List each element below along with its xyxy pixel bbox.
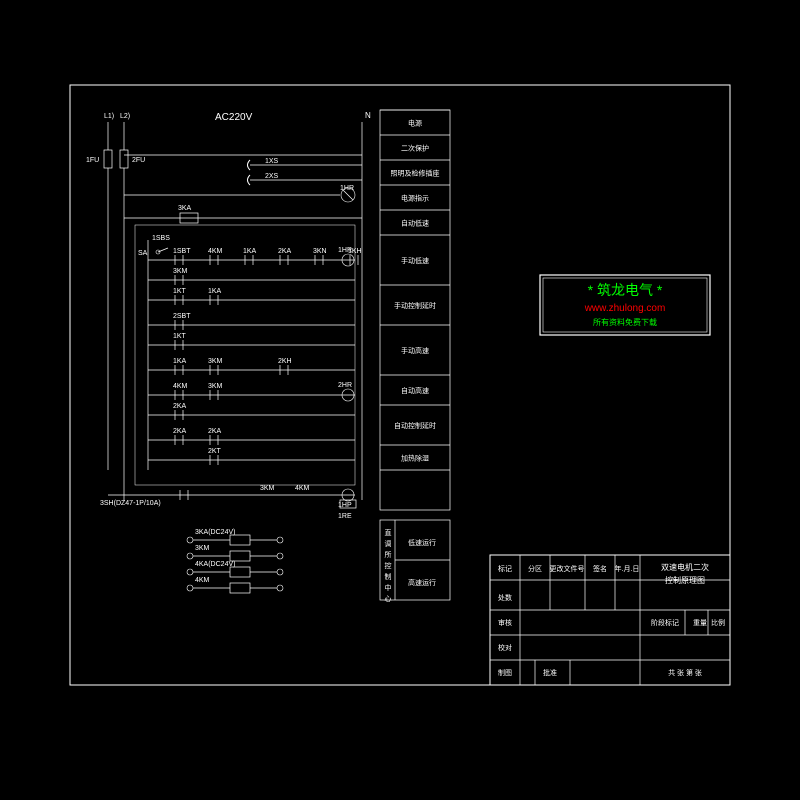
svg-text:更改文件号: 更改文件号 [550,564,585,573]
svg-text:L1): L1) [104,113,114,120]
svg-text:2KA: 2KA [173,428,187,435]
svg-text:4KM: 4KM [173,383,188,390]
svg-text:中: 中 [385,583,392,592]
svg-text:所有资料免费下载: 所有资料免费下载 [593,317,657,327]
svg-text:低速运行: 低速运行 [408,538,436,547]
svg-text:分区: 分区 [528,564,542,573]
svg-text:二次保护: 二次保护 [401,144,429,153]
svg-text:制: 制 [385,572,392,581]
svg-text:3KM: 3KM [208,383,223,390]
svg-text:共 张 第 张: 共 张 第 张 [668,668,702,677]
svg-text:3KM: 3KM [195,545,210,552]
svg-text:1HR: 1HR [340,185,354,192]
svg-text:重量: 重量 [693,619,707,627]
svg-text:L2): L2) [120,113,130,120]
svg-text:直: 直 [385,528,392,537]
svg-text:3KA: 3KA [178,205,192,212]
svg-text:4KM: 4KM [208,248,223,255]
svg-text:4KM: 4KM [195,577,210,584]
svg-text:处数: 处数 [498,593,512,602]
svg-text:N: N [365,111,371,120]
svg-text:控: 控 [385,561,392,570]
svg-text:校对: 校对 [498,643,512,652]
svg-text:控制原理图: 控制原理图 [665,575,705,585]
svg-text:1KA: 1KA [208,288,222,295]
svg-text:2XS: 2XS [265,173,279,180]
svg-text:手动高速: 手动高速 [401,346,429,355]
svg-text:自动控制延时: 自动控制延时 [394,421,436,430]
svg-text:3KM: 3KM [173,268,188,275]
svg-text:2KA: 2KA [278,248,292,255]
svg-text:电源指示: 电源指示 [401,194,429,203]
svg-text:1KT: 1KT [173,288,187,295]
svg-text:1XS: 1XS [265,158,279,165]
svg-text:3KM: 3KM [208,358,223,365]
svg-text:3SH(DZ47-1P/10A): 3SH(DZ47-1P/10A) [100,500,161,507]
svg-text:心: 心 [385,595,392,603]
svg-text:2KH: 2KH [278,358,292,365]
svg-text:标记: 标记 [498,564,512,573]
svg-text:年.月.日: 年.月.日 [615,564,640,573]
svg-text:手动控制延时: 手动控制延时 [394,301,436,310]
svg-text:调: 调 [385,539,392,548]
svg-text:高速运行: 高速运行 [408,578,436,587]
svg-text:1FU: 1FU [86,157,99,164]
svg-text:4KA(DC24V): 4KA(DC24V) [195,561,235,568]
svg-text:2FU: 2FU [132,157,145,164]
svg-text:1SBS: 1SBS [152,235,170,242]
svg-text:手动低速: 手动低速 [401,256,429,265]
svg-text:阶段标记: 阶段标记 [651,618,679,627]
svg-text:1KT: 1KT [173,333,187,340]
svg-text:所: 所 [385,550,392,559]
svg-text:* 筑龙电气 *: * 筑龙电气 * [588,282,663,298]
svg-text:审核: 审核 [498,618,512,627]
svg-text:SA: SA [138,250,148,257]
svg-text:照明及检修插座: 照明及检修插座 [391,169,440,178]
svg-text:自动高速: 自动高速 [401,386,429,395]
svg-text:签名: 签名 [593,564,607,573]
svg-text:4KM: 4KM [295,485,310,492]
svg-text:制图: 制图 [498,668,512,677]
svg-text:1KA: 1KA [243,248,257,255]
svg-text:3KN: 3KN [313,248,327,255]
svg-text:双速电机二次: 双速电机二次 [661,562,709,572]
svg-text:批准: 批准 [543,668,557,677]
svg-text:2SBT: 2SBT [173,313,191,320]
svg-text:1KA: 1KA [173,358,187,365]
svg-text:2HR: 2HR [338,382,352,389]
svg-text:加热除湿: 加热除湿 [401,454,429,463]
svg-text:2KA: 2KA [208,428,222,435]
svg-text:1RE: 1RE [338,513,352,520]
svg-text:AC220V: AC220V [215,112,253,123]
svg-text:自动低速: 自动低速 [401,219,429,228]
svg-text:www.zhulong.com: www.zhulong.com [584,303,666,314]
svg-text:2KA: 2KA [173,403,187,410]
svg-text:1SBT: 1SBT [173,248,191,255]
svg-text:3KM: 3KM [260,485,275,492]
svg-text:2KT: 2KT [208,448,222,455]
svg-text:电源: 电源 [408,119,422,128]
svg-text:3KA(DC24V): 3KA(DC24V) [195,529,235,536]
svg-text:1HR: 1HR [338,247,352,254]
svg-text:比例: 比例 [711,618,725,627]
